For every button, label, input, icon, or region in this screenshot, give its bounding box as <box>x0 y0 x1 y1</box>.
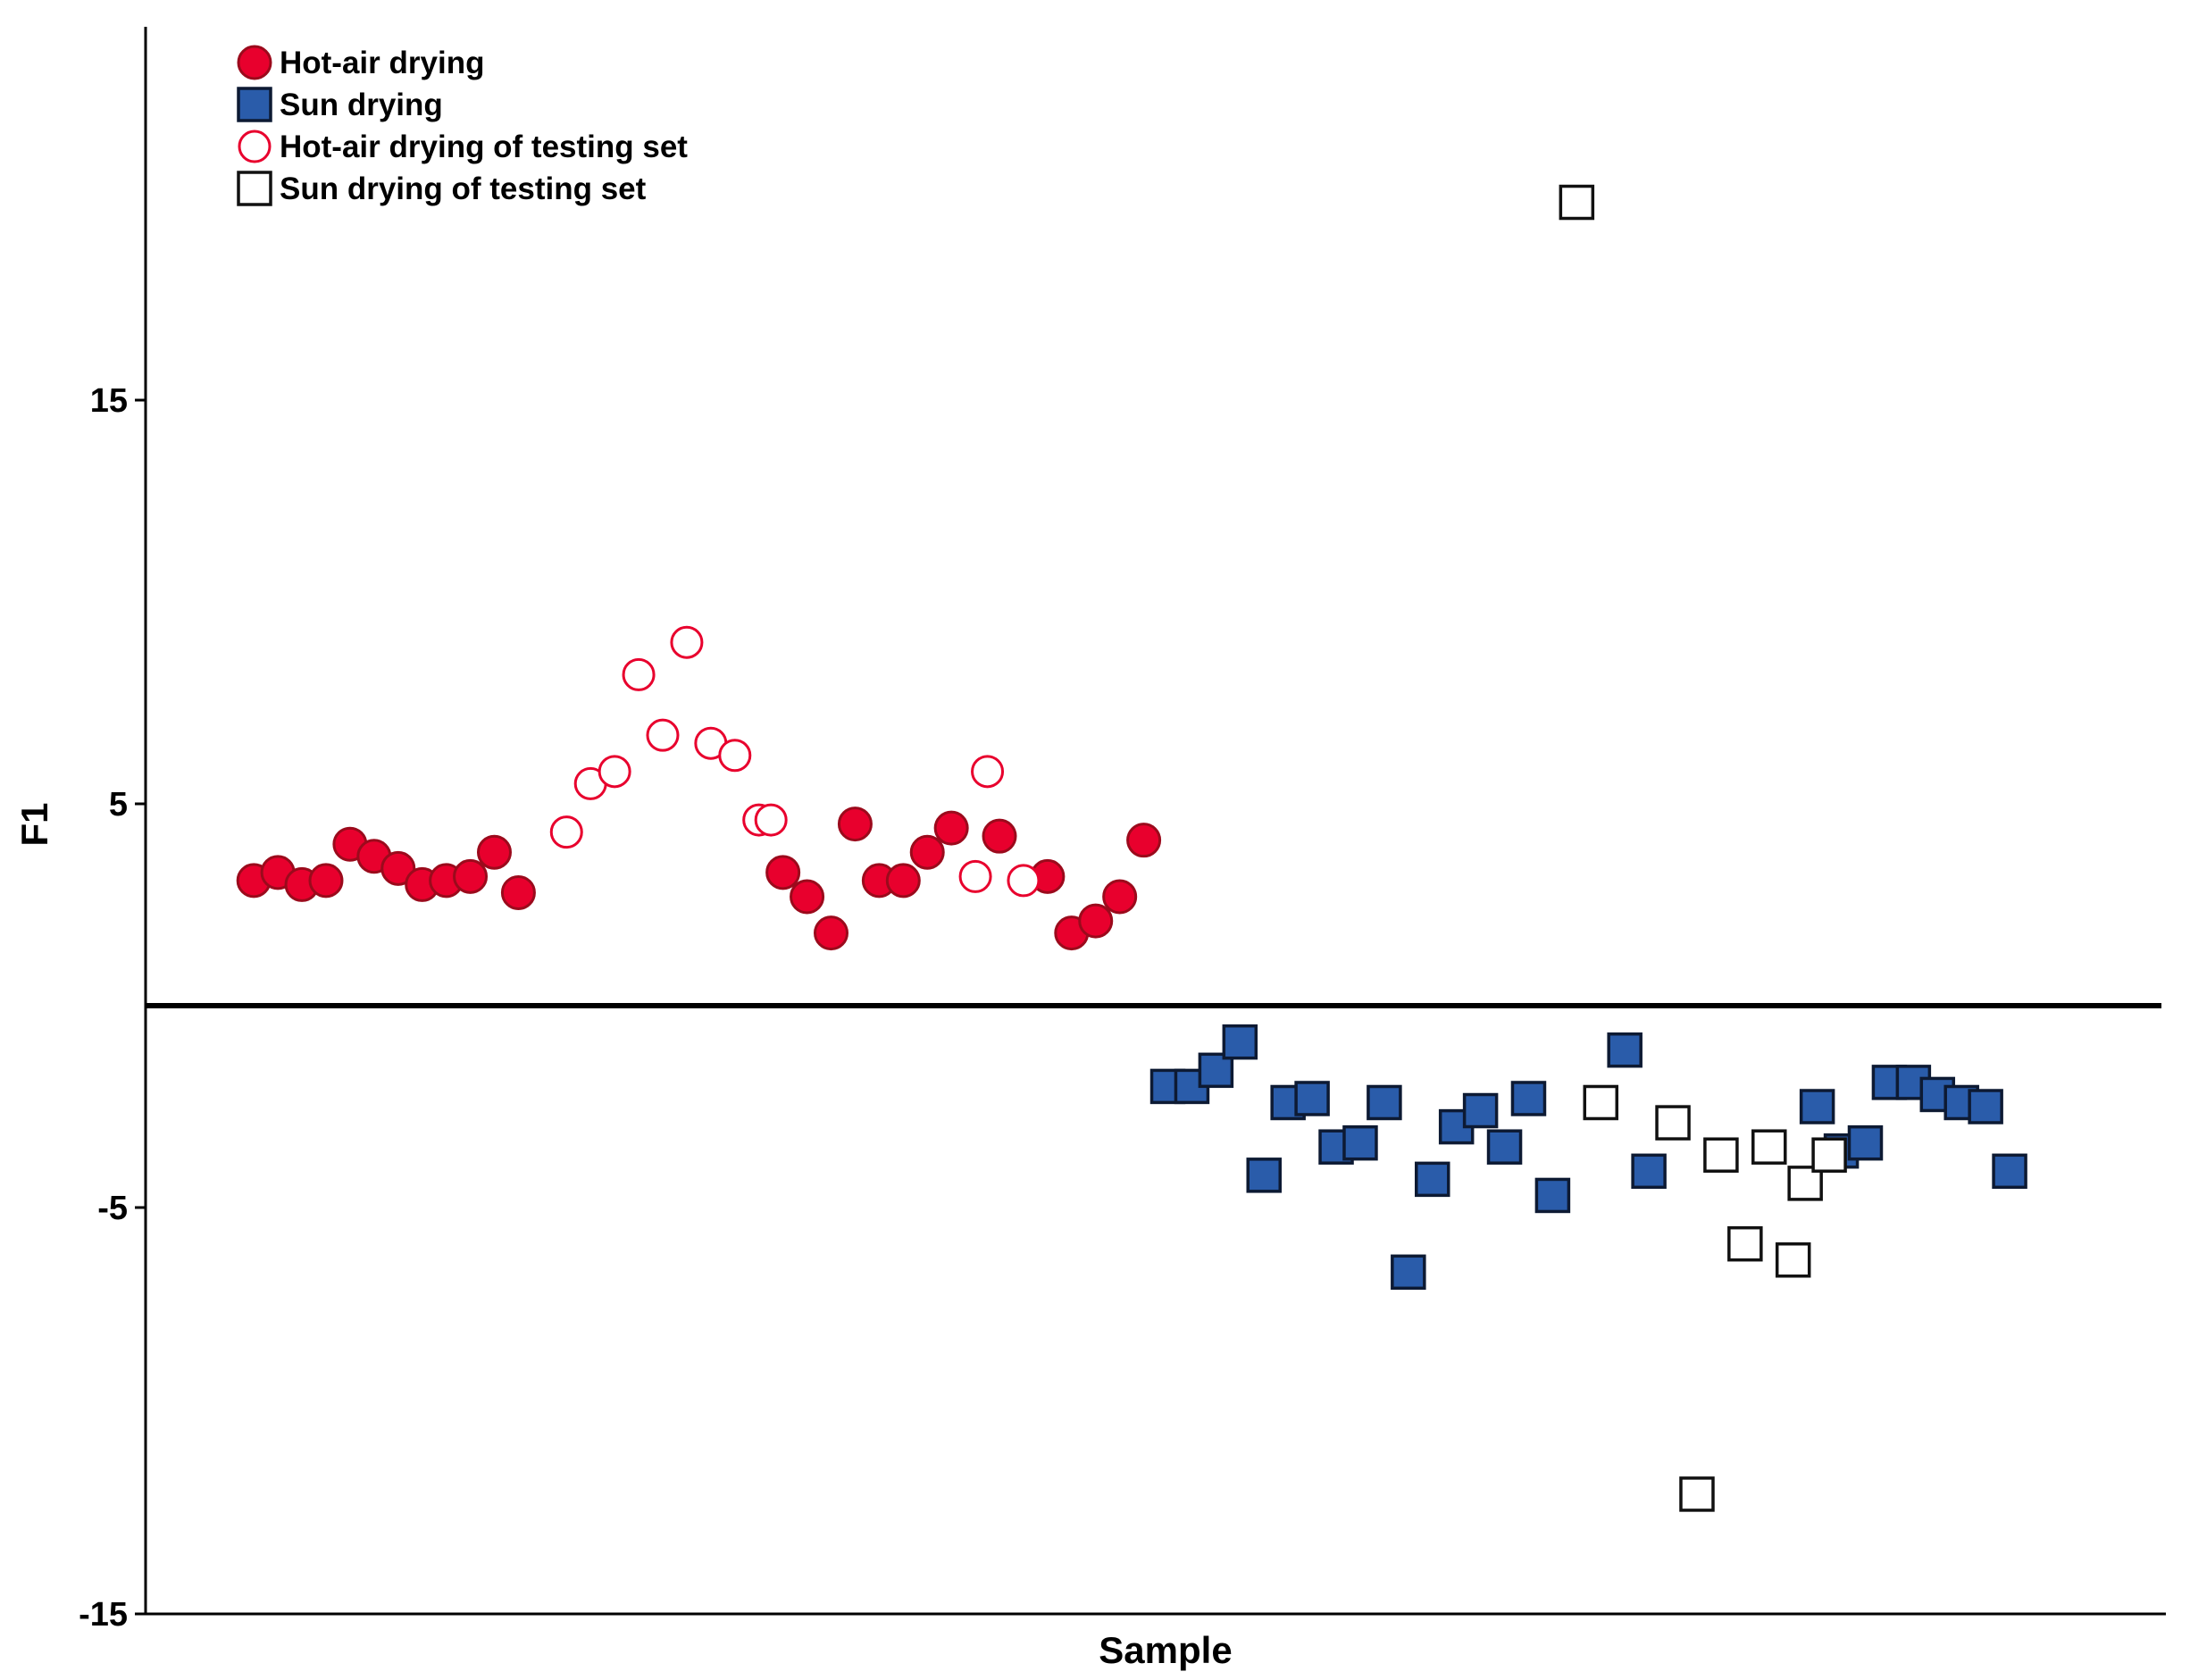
y-axis-title: F1 <box>13 802 55 846</box>
data-point <box>909 834 945 870</box>
data-point <box>646 718 680 752</box>
data-point <box>1126 823 1162 858</box>
data-point <box>1102 879 1138 915</box>
legend-label: Hot-air drying <box>280 46 484 80</box>
data-points <box>236 184 2027 1512</box>
series-hot-air-drying-of-testing-set <box>549 625 1041 898</box>
legend-entry: Hot-air drying <box>237 45 484 80</box>
legend-entry: Sun drying <box>237 87 443 122</box>
data-point <box>1847 1124 1884 1161</box>
legend-label: Hot-air drying of testing set <box>280 130 688 164</box>
data-point <box>1486 1129 1523 1165</box>
data-point <box>1968 1089 2003 1124</box>
data-point <box>885 863 921 899</box>
y-tick-label: -5 <box>97 1190 128 1227</box>
data-point <box>598 755 631 789</box>
data-point <box>1007 864 1041 898</box>
data-point <box>1992 1153 2027 1190</box>
data-point <box>837 807 873 842</box>
data-point <box>765 855 801 890</box>
legend-label: Sun drying of testing set <box>280 171 647 206</box>
data-point <box>380 850 416 886</box>
series-hot-air-drying <box>236 807 1162 951</box>
data-point <box>500 874 536 910</box>
data-point <box>718 739 752 773</box>
data-point <box>754 803 788 837</box>
data-point <box>1462 1092 1499 1129</box>
data-point <box>1607 1032 1642 1068</box>
data-point <box>1367 1084 1402 1121</box>
data-point <box>1222 1024 1258 1060</box>
y-tick-label: 5 <box>109 786 128 823</box>
legend-label: Sun drying <box>280 88 443 122</box>
data-point <box>1078 903 1114 939</box>
data-point <box>1534 1177 1571 1214</box>
data-point <box>1391 1254 1426 1291</box>
x-axis-title: Sample <box>1099 1629 1232 1671</box>
axes <box>144 27 2166 1616</box>
series-sun-drying-of-testing-set <box>1559 184 1847 1512</box>
series-sun-drying <box>1149 1024 2027 1291</box>
data-point <box>958 859 992 893</box>
data-point <box>1811 1137 1847 1173</box>
data-point <box>1679 1476 1715 1512</box>
data-point <box>549 815 583 849</box>
legend-marker <box>238 130 272 163</box>
data-point <box>1583 1084 1619 1121</box>
legend-marker <box>237 45 272 80</box>
data-point <box>971 755 1005 789</box>
data-point <box>1703 1137 1739 1173</box>
data-point <box>1751 1129 1787 1165</box>
legend-entry: Hot-air drying of testing set <box>238 130 688 164</box>
data-point <box>1510 1081 1547 1116</box>
legend-marker <box>237 87 272 122</box>
y-ticks: 15 5 -5 -15 <box>79 382 146 1634</box>
data-point <box>670 625 704 659</box>
data-point <box>308 863 344 899</box>
data-point <box>790 879 825 915</box>
data-point <box>453 858 489 894</box>
data-point <box>622 657 656 691</box>
y-tick-label: 15 <box>90 382 128 420</box>
legend-entry: Sun drying of testing set <box>237 171 647 206</box>
legend-marker <box>237 171 272 206</box>
data-point <box>1775 1242 1811 1278</box>
data-point <box>1799 1089 1835 1124</box>
data-point <box>1655 1105 1691 1141</box>
legend: Hot-air drying Sun drying Hot-air drying o… <box>237 45 688 206</box>
data-point <box>933 810 969 846</box>
data-point <box>1342 1124 1378 1161</box>
data-point <box>1415 1161 1450 1198</box>
data-point <box>1294 1081 1330 1116</box>
data-point <box>982 818 1017 854</box>
data-point <box>1631 1153 1667 1190</box>
y-tick-label: -15 <box>79 1596 128 1634</box>
data-point <box>476 834 512 870</box>
data-point <box>814 915 849 951</box>
data-point <box>1246 1158 1282 1193</box>
data-point <box>1559 184 1595 221</box>
data-point <box>1727 1225 1763 1262</box>
